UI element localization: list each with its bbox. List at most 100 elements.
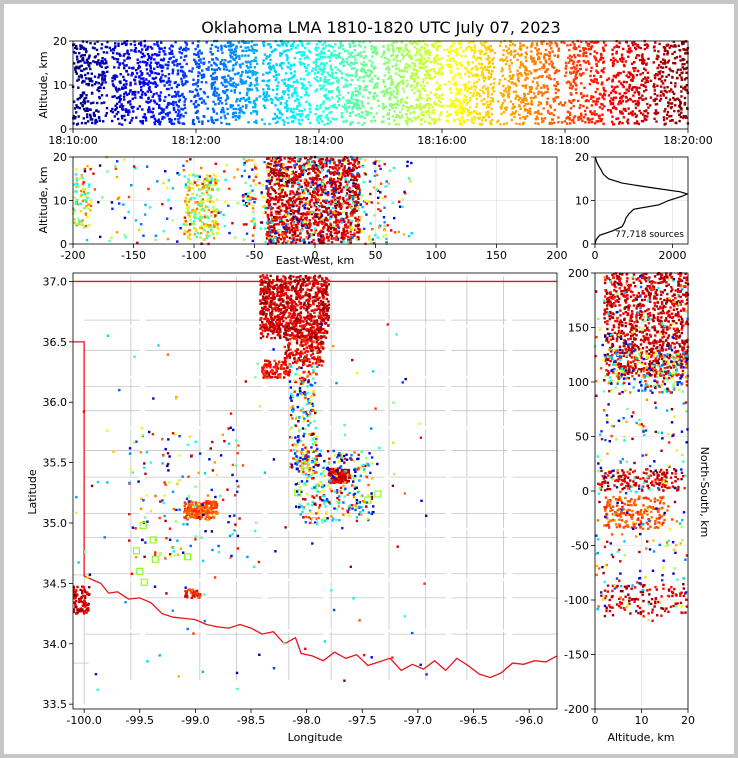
time-height-point: [142, 84, 145, 87]
time-height-point: [241, 54, 244, 57]
time-height-point: [685, 84, 688, 87]
time-height-point: [670, 102, 674, 105]
time-height-point: [158, 97, 161, 100]
time-height-point: [210, 87, 214, 90]
time-height-point: [247, 54, 250, 57]
time-height-point: [154, 82, 157, 86]
time-height-point: [301, 54, 304, 57]
time-height-point: [315, 49, 318, 52]
time-height-point: [245, 64, 248, 68]
time-height-point: [618, 92, 621, 95]
time-height-point: [253, 66, 256, 69]
time-height-point: [429, 97, 432, 101]
time-height-point: [96, 40, 99, 43]
time-height-point: [632, 41, 636, 44]
time-height-point: [146, 52, 150, 56]
east-west-point: [295, 216, 298, 219]
time-height-point: [607, 77, 611, 80]
time-height-point: [202, 73, 205, 76]
time-height-point: [225, 68, 229, 71]
time-height-point: [347, 74, 350, 77]
east-west-point: [348, 172, 351, 175]
east-west-point: [79, 202, 82, 205]
time-height-point: [216, 118, 219, 121]
time-height-point: [414, 86, 417, 89]
time-height-point: [415, 41, 418, 45]
time-height-point: [412, 41, 416, 44]
time-height-point: [292, 81, 295, 84]
time-height-point: [315, 79, 318, 82]
time-height-point: [111, 95, 114, 98]
time-height-point: [438, 44, 442, 48]
time-height-point: [432, 43, 435, 46]
time-height-point: [637, 102, 641, 105]
time-height-point: [280, 61, 283, 65]
time-height-point: [406, 121, 409, 124]
time-height-point: [116, 90, 119, 93]
time-height-point: [511, 75, 514, 78]
time-height-point: [194, 61, 198, 64]
time-height-point: [269, 54, 272, 57]
time-height-point: [89, 67, 92, 71]
time-height-point: [502, 122, 506, 126]
time-height-point: [232, 64, 235, 67]
time-height-point: [526, 73, 529, 76]
time-height-point: [296, 105, 299, 108]
east-west-point: [343, 220, 346, 223]
east-west-point: [353, 204, 357, 207]
time-height-point: [455, 93, 458, 96]
time-height-point: [265, 84, 268, 87]
east-west-point: [87, 203, 90, 206]
time-height-point: [331, 117, 334, 120]
time-height-point: [574, 88, 578, 91]
time-height-point: [360, 111, 364, 114]
time-height-point: [211, 72, 215, 75]
time-height-point: [362, 41, 365, 44]
time-height-point: [318, 52, 321, 55]
time-height-point: [337, 55, 341, 59]
time-height-point: [422, 66, 426, 70]
east-west-point: [312, 165, 315, 168]
time-height-point: [429, 60, 432, 64]
time-height-point: [84, 109, 87, 113]
time-height-point: [521, 98, 524, 102]
east-west-point: [299, 175, 302, 178]
time-height-x-tick-label: 18:20:00: [663, 134, 712, 147]
time-height-point: [121, 62, 125, 65]
time-height-point: [250, 60, 253, 63]
east-west-point: [185, 223, 189, 226]
time-height-point: [145, 78, 148, 81]
time-height-point: [426, 81, 429, 85]
time-height-point: [176, 73, 179, 76]
time-height-point: [569, 122, 572, 125]
time-height-point: [535, 68, 538, 72]
time-height-point: [358, 54, 361, 57]
east-west-point: [83, 192, 87, 196]
time-height-point: [631, 79, 634, 82]
time-height-point: [308, 107, 312, 111]
time-height-point: [485, 114, 488, 117]
time-height-point: [123, 52, 126, 56]
time-height-point: [252, 110, 255, 113]
time-height-point: [569, 82, 572, 85]
east-west-point: [81, 187, 85, 191]
east-west-point: [310, 212, 313, 216]
time-height-point: [456, 67, 459, 70]
time-height-point: [256, 83, 259, 86]
east-west-point: [303, 212, 306, 215]
east-west-point: [183, 230, 186, 233]
time-height-point: [535, 115, 538, 118]
time-height-point: [630, 62, 634, 65]
time-height-point: [225, 84, 228, 88]
time-height-point: [254, 84, 257, 87]
time-height-point: [498, 44, 502, 47]
time-height-point: [358, 76, 362, 79]
time-height-point: [682, 115, 685, 118]
time-height-ylabel: Altitude, km: [37, 51, 50, 118]
east-west-point: [334, 227, 337, 231]
time-height-point: [292, 91, 295, 95]
time-height-point: [480, 50, 483, 53]
east-west-point: [201, 208, 204, 211]
time-height-point: [203, 92, 207, 95]
time-height-point: [255, 62, 259, 65]
